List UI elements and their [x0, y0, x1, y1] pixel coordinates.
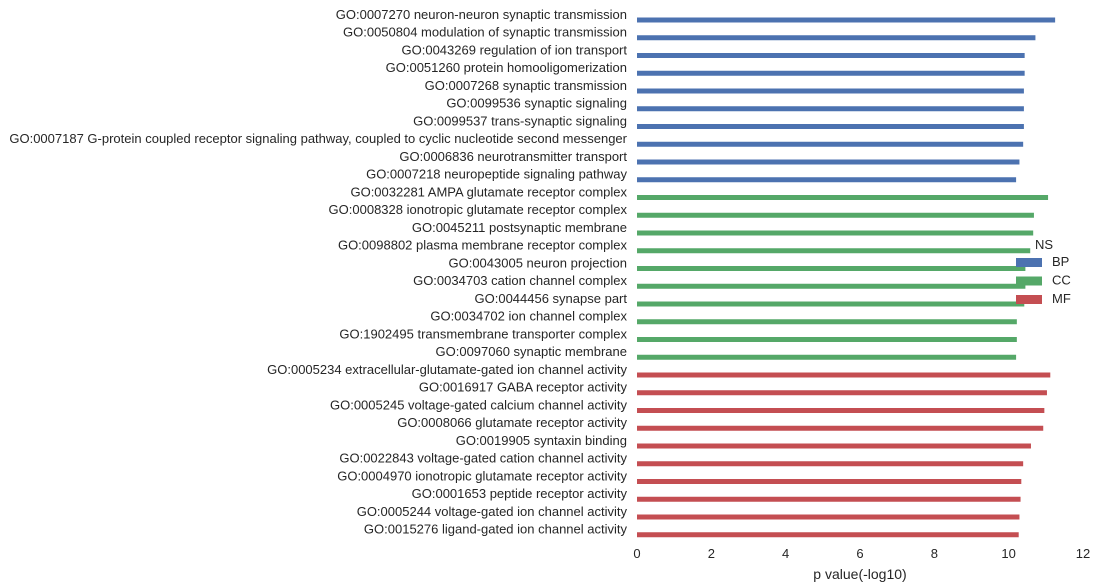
bar-cc [637, 212, 1034, 218]
bar-bp [637, 17, 1056, 23]
bar-bp [637, 106, 1024, 112]
category-label: GO:0016917 GABA receptor activity [419, 380, 628, 395]
bar-mf [637, 496, 1021, 502]
legend: NS BP CC MF [1016, 237, 1071, 306]
bar-bp [637, 88, 1024, 94]
category-label: GO:0032281 AMPA glutamate receptor compl… [350, 184, 627, 199]
bar-mf [637, 461, 1024, 467]
bar-bp [637, 159, 1020, 165]
bar-cc [637, 354, 1017, 360]
category-label: GO:0043269 regulation of ion transport [402, 42, 628, 57]
category-label: GO:0045211 postsynaptic membrane [412, 220, 627, 235]
category-label: GO:0007187 G-protein coupled receptor si… [9, 131, 627, 146]
bar-bp [637, 35, 1036, 41]
bar-cc [637, 283, 1026, 289]
category-label: GO:0034703 cation channel complex [413, 273, 627, 288]
category-label: GO:0043005 neuron projection [448, 255, 627, 270]
bar-mf [637, 443, 1031, 449]
legend-label-mf: MF [1052, 291, 1071, 306]
bar-cc [637, 337, 1017, 342]
category-label: GO:0008328 ionotropic glutamate receptor… [329, 202, 628, 217]
category-label: GO:0007268 synaptic transmission [425, 78, 627, 93]
category-label: GO:0005234 extracellular-glutamate-gated… [267, 362, 627, 377]
bar-cc [637, 266, 1026, 271]
category-label: GO:0099536 synaptic signaling [446, 96, 627, 111]
category-label: GO:0019905 syntaxin binding [456, 433, 627, 448]
legend-title: NS [1035, 237, 1053, 252]
bar-mf [637, 390, 1047, 396]
bar-cc [637, 195, 1049, 200]
category-label: GO:0050804 modulation of synaptic transm… [343, 25, 627, 40]
category-label: GO:0097060 synaptic membrane [436, 344, 628, 359]
x-tick-label: 2 [708, 546, 715, 561]
bars [637, 17, 1056, 538]
legend-swatch-mf [1016, 295, 1042, 304]
legend-swatch-cc [1016, 276, 1042, 286]
x-tick-label: 8 [931, 546, 938, 561]
category-label: GO:0006836 neurotransmitter transport [399, 149, 627, 164]
bar-bp [637, 124, 1024, 129]
x-tick-label: 6 [856, 546, 863, 561]
legend-swatch-bp [1016, 258, 1042, 267]
bar-bp [637, 70, 1025, 76]
category-label: GO:0004970 ionotropic glutamate receptor… [337, 468, 627, 483]
bar-cc [637, 248, 1031, 254]
category-label: GO:0099537 trans-synaptic signaling [413, 113, 627, 128]
category-label: GO:0005244 voltage-gated ion channel act… [357, 504, 628, 519]
category-label: GO:1902495 transmembrane transporter com… [339, 326, 627, 341]
bar-mf [637, 425, 1044, 431]
x-tick-label: 12 [1076, 546, 1090, 561]
category-label: GO:0001653 peptide receptor activity [412, 486, 628, 501]
x-tick-label: 0 [633, 546, 640, 561]
category-label: GO:0022843 voltage-gated cation channel … [339, 451, 627, 466]
category-label: GO:0007270 neuron-neuron synaptic transm… [336, 7, 627, 22]
bar-bp [637, 141, 1024, 147]
bar-mf [637, 532, 1019, 538]
category-label: GO:0098802 plasma membrane receptor comp… [338, 238, 628, 253]
category-labels: GO:0007270 neuron-neuron synaptic transm… [9, 7, 627, 537]
category-label: GO:0015276 ligand-gated ion channel acti… [364, 522, 628, 537]
category-label: GO:0051260 protein homooligomerization [386, 60, 627, 75]
bar-mf [637, 408, 1045, 413]
x-tick-label: 10 [1001, 546, 1015, 561]
bar-bp [637, 53, 1025, 58]
category-label: GO:0005245 voltage-gated calcium channel… [330, 397, 628, 412]
category-label: GO:0007218 neuropeptide signaling pathwa… [366, 167, 627, 182]
x-axis: 0 2 4 6 8 10 12 [633, 546, 1090, 561]
legend-label-bp: BP [1052, 254, 1069, 269]
bar-mf [637, 514, 1020, 520]
category-label: GO:0034702 ion channel complex [430, 309, 627, 324]
category-label: GO:0008066 glutamate receptor activity [397, 415, 627, 430]
bar-cc [637, 319, 1017, 325]
category-label: GO:0044456 synapse part [475, 291, 628, 306]
bar-mf [637, 479, 1022, 484]
legend-label-cc: CC [1052, 272, 1071, 287]
bar-bp [637, 177, 1017, 183]
bar-cc [637, 230, 1034, 236]
bar-cc [637, 301, 1025, 307]
x-axis-label: p value(-log10) [813, 566, 906, 582]
x-tick-label: 4 [782, 546, 789, 561]
bar-mf [637, 372, 1051, 378]
